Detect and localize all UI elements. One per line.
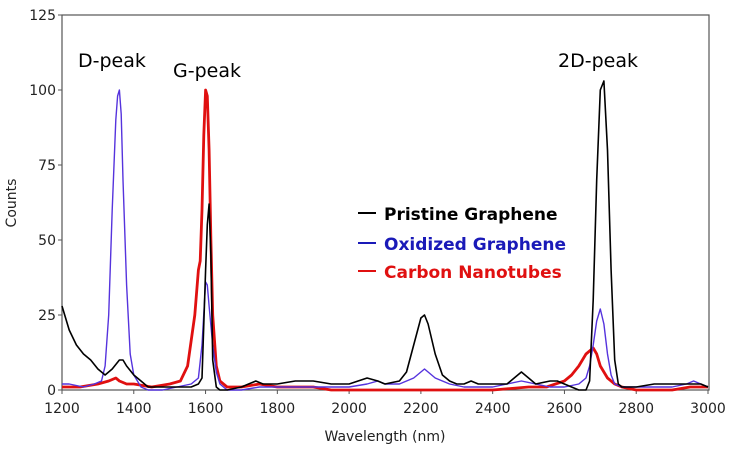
y-tick-label: 125 xyxy=(29,8,56,24)
x-tick-label: 2400 xyxy=(475,401,511,417)
x-tick-label: 2800 xyxy=(618,401,654,417)
y-axis-label: Counts xyxy=(4,179,20,228)
x-tick-label: 2000 xyxy=(331,401,367,417)
x-axis: 1200 1400 1600 1800 2000 2200 2400 2600 2800 3000 xyxy=(44,390,726,417)
g-peak-label: G-peak xyxy=(173,60,241,82)
y-tick-label: 25 xyxy=(38,308,56,324)
y-axis: 0 25 50 75 100 125 xyxy=(29,8,62,399)
2d-peak-label: 2D-peak xyxy=(558,50,638,72)
legend-label: Pristine Graphene xyxy=(384,205,558,225)
y-tick-label: 50 xyxy=(38,233,56,249)
legend-item-oxidized: Oxidized Graphene xyxy=(358,235,566,255)
y-tick-label: 0 xyxy=(47,383,56,399)
x-tick-label: 1200 xyxy=(44,401,80,417)
x-axis-label: Wavelength (nm) xyxy=(325,429,446,445)
legend-item-pristine: Pristine Graphene xyxy=(358,205,558,225)
x-tick-label: 1400 xyxy=(116,401,152,417)
legend-label: Oxidized Graphene xyxy=(384,235,566,255)
x-tick-label: 1800 xyxy=(260,401,296,417)
x-tick-label: 2200 xyxy=(403,401,439,417)
y-tick-label: 75 xyxy=(38,158,56,174)
x-tick-label: 3000 xyxy=(690,401,726,417)
legend: Pristine Graphene Oxidized Graphene Carb… xyxy=(358,205,566,283)
series-layer xyxy=(61,80,709,392)
series-line-carbon-nanotubes xyxy=(62,88,708,392)
series-line-pristine-graphene xyxy=(61,80,709,391)
d-peak-label: D-peak xyxy=(78,50,146,72)
x-tick-label: 1600 xyxy=(188,401,224,417)
legend-item-nanotubes: Carbon Nanotubes xyxy=(358,263,562,283)
legend-label: Carbon Nanotubes xyxy=(384,263,562,283)
series-line-oxidized-graphene xyxy=(62,89,709,391)
x-tick-label: 2600 xyxy=(547,401,583,417)
y-tick-label: 100 xyxy=(29,83,56,99)
